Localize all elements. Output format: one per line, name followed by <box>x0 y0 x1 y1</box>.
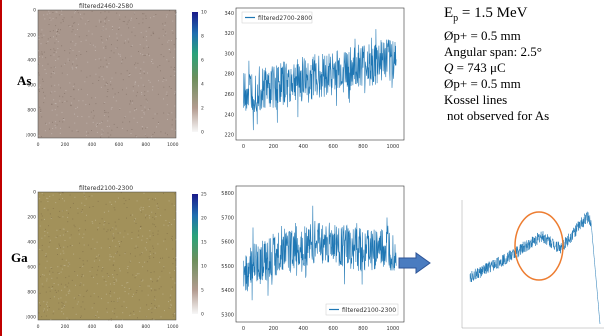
charge-line: Q = 743 μC <box>444 60 607 76</box>
energy-line: Ep = 1.5 MeV <box>444 4 607 28</box>
heatmap-ga-x-tick: 0 <box>37 324 40 330</box>
colorbar-as <box>192 12 198 132</box>
heatmap-as-title: filtered2460-2580 <box>79 3 133 10</box>
heatmap-ga-y-tick: 600 <box>27 265 36 271</box>
heatmap-as-image <box>37 9 177 139</box>
beam-diameter-1: Øp+ = 0.5 mm <box>444 28 521 43</box>
heatmap-as-y-tick: 400 <box>27 58 36 64</box>
heatmap-as-y-tick: 0 <box>33 8 36 14</box>
heatmap-as-colorbar-tick: 2 <box>201 106 204 112</box>
legend-as: filtered2700-2800 <box>241 11 313 24</box>
heatmap-as-x-tick: 200 <box>61 142 70 148</box>
line-chart-as: 0 200 400 600 800 1000 220 240 260 280 300 320 340 f… <box>224 7 405 150</box>
line-chart-ga-x-tick: 800 <box>358 326 368 332</box>
charge-value: = 743 μC <box>453 60 506 75</box>
line-chart-ga-y-tick: 5500 <box>221 264 234 270</box>
heatmap-as-y-tick: 200 <box>27 33 36 39</box>
legend-as-label: filtered2700-2800 <box>258 15 312 22</box>
line-chart-ga-x-tick: 0 <box>242 326 245 332</box>
heatmap-ga-colorbar-tick: 0 <box>201 312 204 318</box>
heatmap-as-x-tick: 0 <box>37 142 40 148</box>
heatmap-as-colorbar-tick: 6 <box>201 58 204 64</box>
heatmap-ga-x-tick: 200 <box>61 324 70 330</box>
line-chart-as-y-tick: 220 <box>224 133 234 139</box>
line-chart-as-y-tick: 300 <box>224 51 234 57</box>
heatmap-ga-y-tick: 400 <box>27 240 36 246</box>
heatmap-as-colorbar-tick: 0 <box>201 130 204 136</box>
heatmap-ga-x-tick: 600 <box>115 324 124 330</box>
line-chart-as-x-tick: 400 <box>299 144 309 150</box>
line-chart-ga: 0 200 400 600 800 1000 5300 5400 5500 5600 5700 580… <box>221 185 405 332</box>
slide-border-line <box>0 0 2 336</box>
heatmap-ga-colorbar-tick: 5 <box>201 288 204 294</box>
zoomed-line-chart <box>461 200 604 329</box>
row-label-ga: Ga <box>11 250 28 265</box>
heatmap-ga-colorbar-tick: 25 <box>201 192 207 198</box>
highlight-ellipse <box>514 211 564 281</box>
heatmap-as-x-tick: 800 <box>142 142 151 148</box>
legend-ga: filtered2100-2300 <box>325 303 399 316</box>
energy-subscript: p <box>453 13 459 24</box>
heatmap-ga-colorbar-tick: 20 <box>201 216 207 222</box>
line-chart-ga-x-tick: 1000 <box>387 326 400 332</box>
heatmap-ga-y-tick: 200 <box>27 215 36 221</box>
heatmap-ga-image <box>37 191 177 321</box>
line-chart-ga-x-tick: 200 <box>269 326 279 332</box>
heatmap-as-y-tick: 800 <box>27 108 36 114</box>
line-chart-as-y-tick: 260 <box>224 92 234 98</box>
line-chart-ga-y-tick: 5300 <box>221 312 234 318</box>
line-chart-ga-y-tick: 5600 <box>221 240 234 246</box>
energy-symbol: E <box>444 5 454 21</box>
energy-value: = 1.5 MeV <box>458 5 528 21</box>
beam-diameter-2: Øp+ = 0.5 mm <box>444 76 521 91</box>
line-chart-as-y-tick: 340 <box>224 11 234 17</box>
heatmap-ga: filtered2100-2300 0 200 400 600 800 100002004… <box>26 185 207 330</box>
kossel-note-2: not observed for As <box>447 108 550 123</box>
heatmap-ga-x-tick: 800 <box>142 324 151 330</box>
heatmap-as-x-tick: 1000 <box>167 142 179 148</box>
legend-ga-label: filtered2100-2300 <box>342 307 396 314</box>
heatmap-as: filtered2460-2580 0 200 400 600 800 100002004… <box>26 3 207 148</box>
line-chart-as-x-tick: 200 <box>269 144 279 150</box>
line-chart-as-y-tick: 320 <box>224 31 234 37</box>
line-chart-as-y-tick: 240 <box>224 112 234 118</box>
line-chart-ga-y-tick: 5800 <box>221 191 234 197</box>
heatmap-ga-title: filtered2100-2300 <box>79 185 133 192</box>
zoomed-series-line <box>469 211 601 325</box>
heatmap-as-x-tick: 400 <box>88 142 97 148</box>
heatmap-as-colorbar-tick: 4 <box>201 82 204 88</box>
line-chart-as-x-tick: 0 <box>242 144 245 150</box>
line-chart-as-x-tick: 1000 <box>387 144 400 150</box>
line-chart-ga-y-tick: 5400 <box>221 288 234 294</box>
charge-symbol: Q <box>444 60 454 75</box>
heatmap-as-y-tick: 1000 <box>26 133 36 139</box>
heatmap-ga-colorbar-tick: 10 <box>201 264 207 270</box>
line-chart-ga-x-tick: 400 <box>299 326 309 332</box>
heatmap-ga-y-tick: 0 <box>33 190 36 196</box>
heatmap-ga-x-tick: 1000 <box>167 324 179 330</box>
heatmap-as-colorbar-tick: 10 <box>201 10 207 16</box>
heatmap-ga-y-tick: 1000 <box>26 315 36 321</box>
line-chart-ga-series-line <box>243 205 397 301</box>
heatmap-ga-y-tick: 800 <box>27 290 36 296</box>
kossel-note-1: Kossel lines <box>444 92 508 107</box>
line-chart-as-x-tick: 600 <box>328 144 338 150</box>
line-chart-ga-y-tick: 5700 <box>221 215 234 221</box>
line-chart-ga-x-tick: 600 <box>328 326 338 332</box>
colorbar-ga <box>192 194 198 314</box>
heatmap-ga-colorbar-tick: 15 <box>201 240 207 246</box>
line-chart-as-series-line <box>243 29 397 131</box>
right-arrow-icon <box>398 252 431 274</box>
row-label-as: As <box>17 73 32 88</box>
angular-span: Angular span: 2.5° <box>444 44 542 59</box>
line-chart-as-y-tick: 280 <box>224 72 234 78</box>
heatmap-as-x-tick: 600 <box>115 142 124 148</box>
heatmap-ga-x-tick: 400 <box>88 324 97 330</box>
heatmap-as-y-tick: 600 <box>27 83 36 89</box>
experiment-parameters: Ep = 1.5 MeV Øp+ = 0.5 mm Angular span: … <box>444 4 607 124</box>
heatmap-as-colorbar-tick: 8 <box>201 34 204 40</box>
line-chart-as-x-tick: 800 <box>358 144 368 150</box>
